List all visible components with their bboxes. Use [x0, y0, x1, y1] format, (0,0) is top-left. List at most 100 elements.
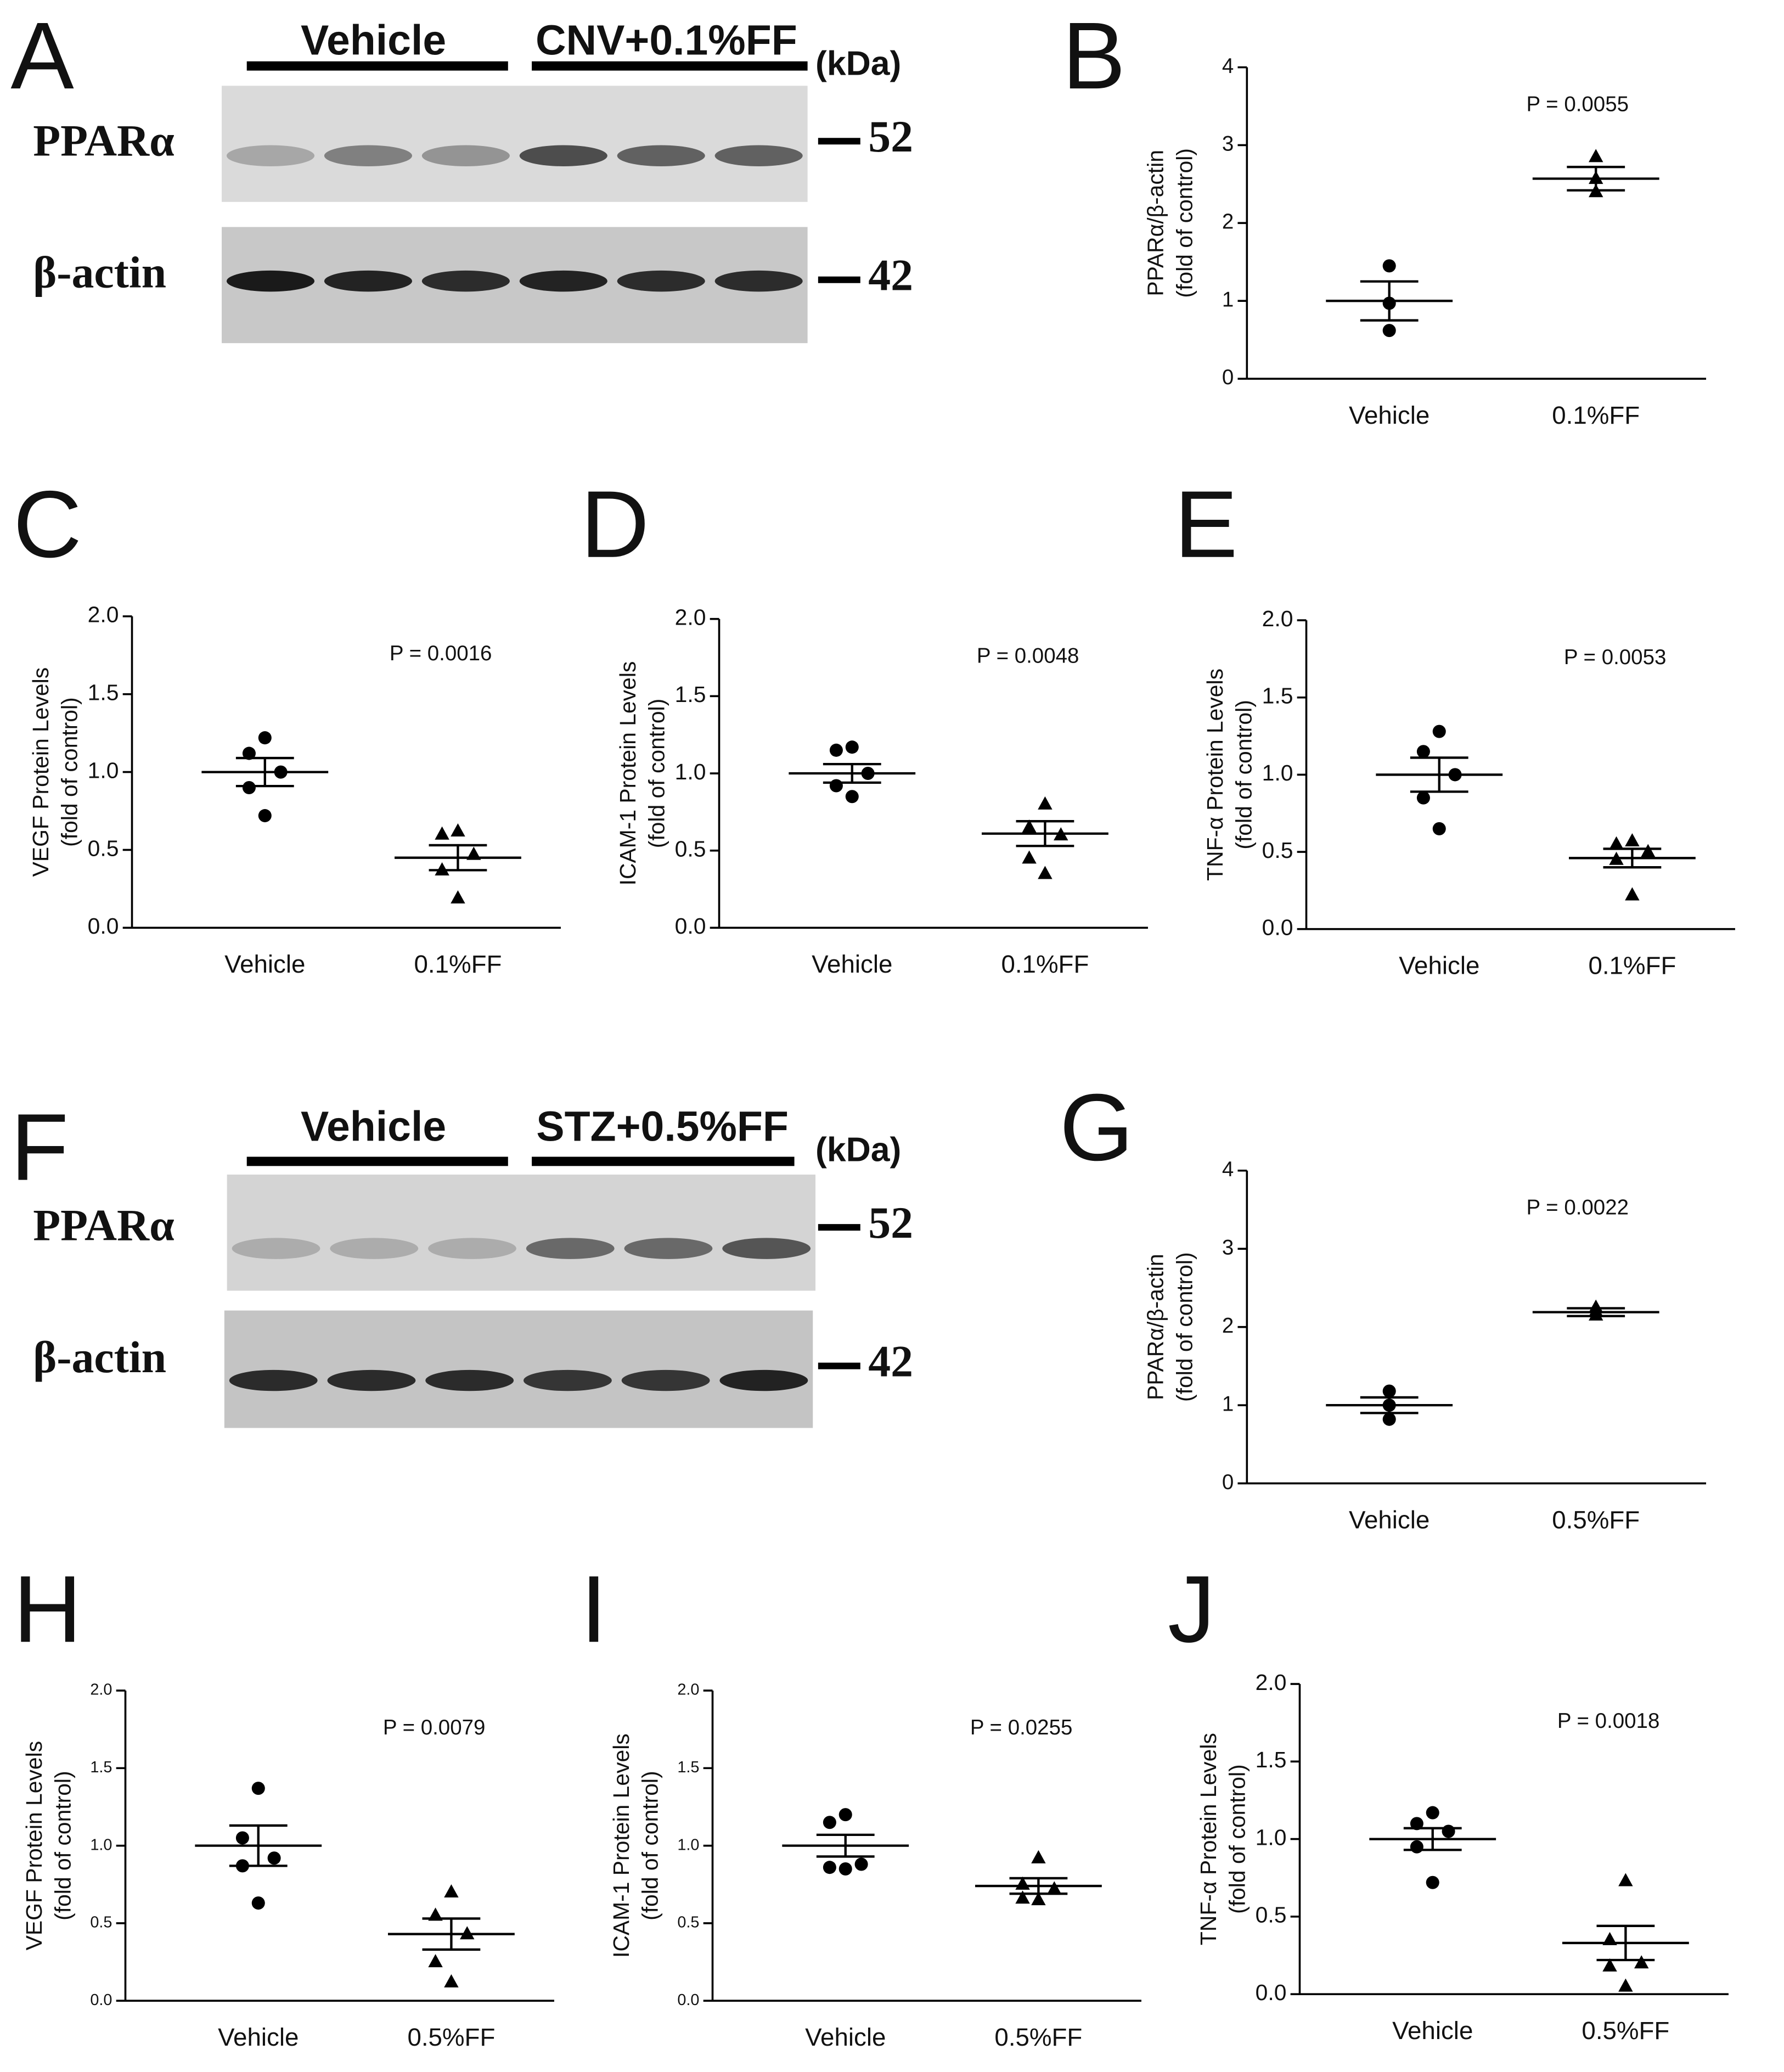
data-point — [1416, 791, 1430, 805]
y-axis-label: TNF-α Protein Levels — [1196, 1733, 1221, 1945]
blot-band — [232, 1238, 320, 1259]
x-tick-label: Vehicle — [805, 2023, 886, 2051]
blot-band — [624, 1238, 713, 1259]
y-axis-label: VEGF Protein Levels — [21, 1741, 47, 1951]
x-tick-label: Vehicle — [1349, 401, 1430, 429]
data-point — [823, 1816, 836, 1829]
data-point — [838, 1862, 852, 1876]
data-point — [1410, 1817, 1423, 1830]
p-value: P = 0.0255 — [970, 1716, 1072, 1739]
data-point — [451, 823, 465, 837]
blot-row-label: PPARα — [33, 115, 175, 165]
error-bar — [422, 1917, 481, 1951]
blot-band — [719, 1369, 808, 1391]
blot-row-label: β-actin — [33, 248, 166, 297]
y-tick-label: 1.5 — [677, 1759, 699, 1776]
data-point — [845, 740, 859, 754]
blot-band — [519, 145, 607, 166]
y-tick-label: 0.0 — [1262, 915, 1293, 940]
data-point — [235, 1831, 249, 1845]
data-point — [823, 1861, 836, 1874]
y-tick-label: 1.0 — [88, 757, 119, 783]
blot-group-label: Vehicle — [301, 17, 446, 64]
p-value: P = 0.0048 — [977, 644, 1079, 668]
data-point — [1382, 1384, 1396, 1398]
y-tick-label: 0.5 — [1262, 838, 1293, 863]
data-point — [1426, 1876, 1439, 1889]
blot-band — [722, 1238, 811, 1259]
y-tick-label: 2.0 — [88, 602, 119, 627]
blot-group-label: CNV+0.1%FF — [536, 17, 797, 64]
data-point — [1410, 1840, 1423, 1854]
y-tick-label: 0 — [1222, 366, 1234, 389]
y-axis-label: PPARα/β-actin — [1143, 1254, 1168, 1400]
x-tick-label: 0.5%FF — [1552, 1506, 1640, 1534]
blot-band — [324, 145, 412, 166]
data-point — [242, 746, 256, 760]
y-tick-label: 0.0 — [677, 1991, 699, 2009]
y-tick-label: 0.0 — [1256, 1980, 1287, 2005]
y-axis-label: (fold of control) — [50, 1771, 76, 1921]
y-tick-label: 1.0 — [675, 759, 706, 784]
data-point — [451, 890, 465, 904]
data-point — [1031, 1892, 1046, 1906]
data-point — [829, 779, 843, 793]
y-tick-label: 2 — [1222, 1314, 1234, 1338]
kda-label: 52 — [868, 111, 913, 161]
panel-letter: A — [10, 2, 74, 109]
y-tick-label: 0.5 — [90, 1914, 112, 1931]
blot-band — [421, 145, 510, 166]
blot-row-label: β-actin — [33, 1332, 166, 1382]
y-tick-label: 2.0 — [1256, 1670, 1287, 1695]
panel-letter: B — [1062, 2, 1125, 109]
x-tick-label: 0.1%FF — [1001, 950, 1089, 978]
blot-band — [523, 1369, 612, 1391]
blot-band — [519, 270, 607, 292]
blot-row-label: PPARα — [33, 1200, 175, 1250]
blot-image — [224, 1310, 813, 1428]
x-tick-label: 0.1%FF — [1552, 401, 1640, 429]
error-bar — [1360, 1396, 1419, 1414]
y-axis-label: (fold of control) — [1172, 148, 1197, 298]
y-tick-label: 1.5 — [1256, 1747, 1287, 1772]
y-tick-label: 0.5 — [675, 836, 706, 861]
y-tick-label: 3 — [1222, 1236, 1234, 1259]
y-axis-label: ICAM-1 Protein Levels — [609, 1733, 634, 1958]
error-bar — [1596, 1924, 1655, 1962]
blot-band — [621, 1369, 710, 1391]
p-value: P = 0.0079 — [383, 1716, 485, 1739]
data-point — [258, 731, 272, 745]
blot-band — [714, 270, 803, 292]
error-bar — [429, 844, 487, 872]
data-point — [845, 790, 859, 804]
y-tick-label: 1 — [1222, 1392, 1234, 1416]
data-point — [829, 743, 843, 757]
y-tick-label: 2 — [1222, 210, 1234, 234]
y-tick-label: 0 — [1222, 1470, 1234, 1494]
unit-label: (kDa) — [815, 1131, 901, 1169]
data-point — [460, 1926, 475, 1940]
kda-label: 42 — [868, 250, 913, 300]
y-tick-label: 2.0 — [675, 604, 706, 630]
blot-image — [227, 1174, 816, 1291]
error-bar — [235, 756, 294, 788]
data-point — [251, 1896, 265, 1910]
data-point — [854, 1857, 868, 1871]
x-tick-label: 0.5%FF — [994, 2023, 1082, 2051]
data-point — [242, 780, 256, 795]
data-point — [1625, 887, 1640, 901]
x-tick-label: Vehicle — [1399, 952, 1479, 980]
blot-band — [226, 270, 315, 292]
error-bar — [1410, 756, 1468, 793]
blot-band — [617, 270, 705, 292]
panel-letter: F — [10, 1094, 69, 1200]
panel-letter: D — [581, 471, 649, 577]
y-tick-label: 1.0 — [677, 1836, 699, 1854]
p-value: P = 0.0016 — [390, 642, 492, 665]
error-bar — [229, 1824, 288, 1867]
y-tick-label: 3 — [1222, 132, 1234, 156]
x-tick-label: 0.5%FF — [1582, 2017, 1669, 2045]
y-axis-label: (fold of control) — [1231, 700, 1257, 850]
y-axis-label: (fold of control) — [1172, 1252, 1197, 1402]
